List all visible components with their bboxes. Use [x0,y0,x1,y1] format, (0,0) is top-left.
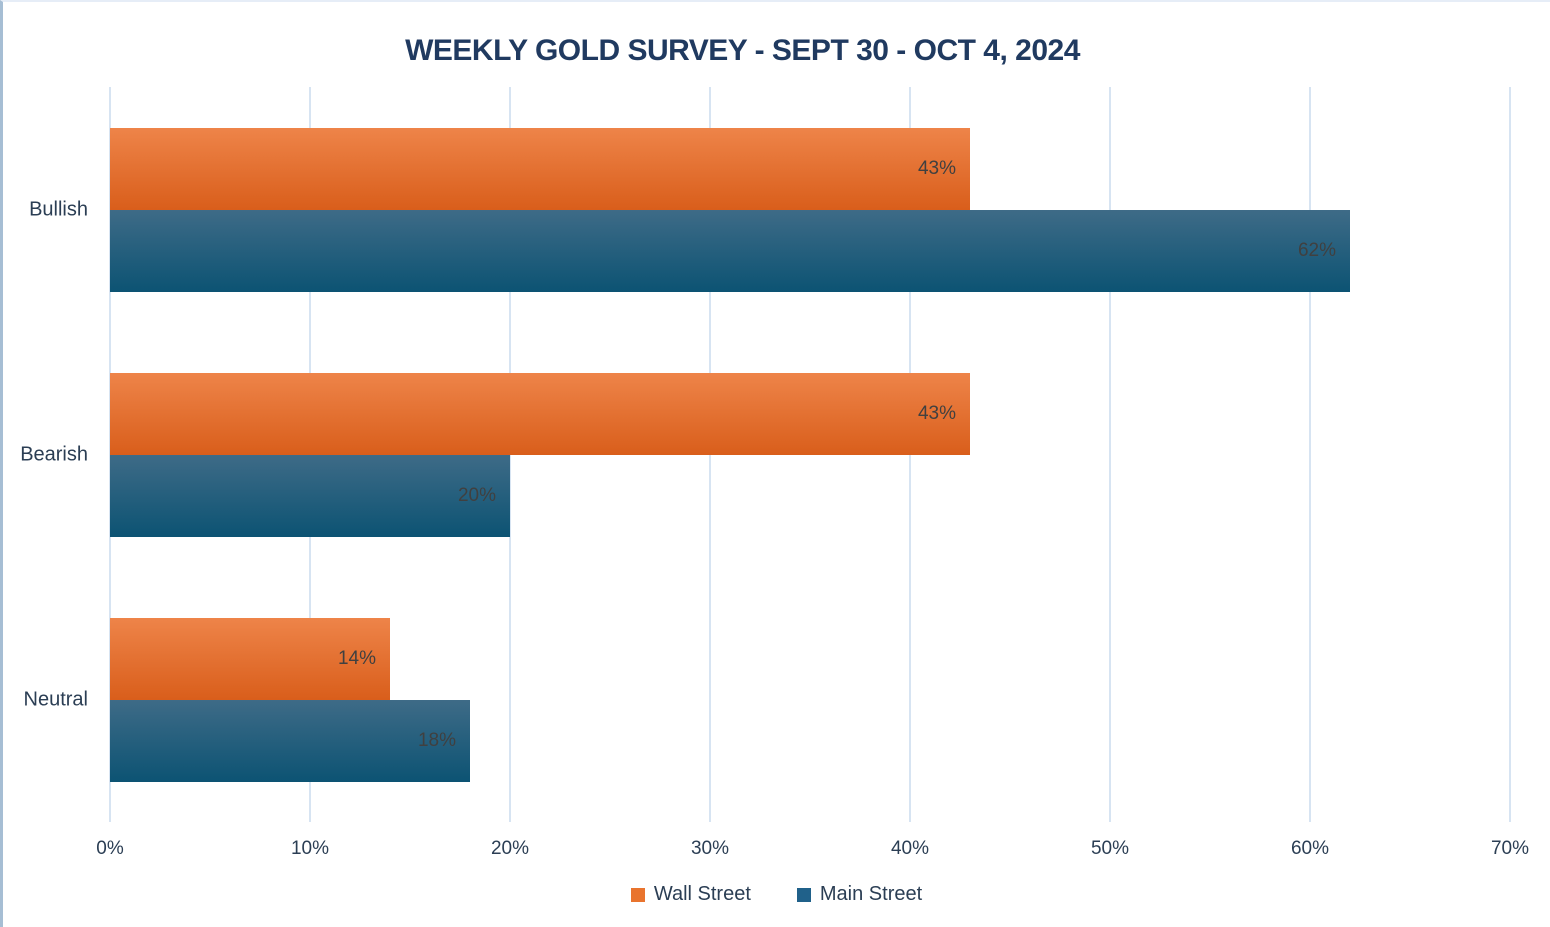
legend-item-main-street: Main Street [796,883,923,906]
chart-title: WEEKLY GOLD SURVEY - SEPT 30 - OCT 4, 20… [405,34,1080,67]
bar-wall-street-bearish: 43% [110,373,970,455]
bar-main-street-bearish: 20% [110,455,510,537]
x-tick-label-60: 60% [1290,838,1330,859]
bar-main-street-neutral: 18% [110,700,470,782]
bar-value-label: 43% [917,403,956,424]
legend-label: Main Street [819,883,923,905]
bar-wall-street-neutral: 14% [110,618,390,700]
x-tick-label-0: 0% [96,838,124,859]
legend: Wall Street Main Street [3,883,1550,906]
legend-swatch-main-street [796,887,811,902]
x-tick-label-20: 20% [490,838,530,859]
x-tick-label-40: 40% [890,838,930,859]
bar-value-label: 62% [1297,240,1336,261]
gridline-60 [1309,87,1311,822]
gridline-50 [1109,87,1111,822]
y-axis-label-neutral: Neutral [23,688,88,711]
y-axis-label-bearish: Bearish [20,443,88,466]
bar-value-label: 18% [417,730,456,751]
x-tick-label-30: 30% [690,838,730,859]
y-axis-label-bullish: Bullish [29,198,88,221]
bar-value-label: 20% [457,485,496,506]
bar-wall-street-bullish: 43% [110,128,970,210]
plot-area: 0% 10% 20% 30% 40% 50% 60% 70% Bullish Bearish Neu… [3,2,1550,927]
gridline-70 [1509,87,1511,822]
x-tick-label-50: 50% [1090,838,1130,859]
legend-swatch-wall-street [630,887,645,902]
x-tick-label-70: 70% [1490,838,1530,859]
bar-main-street-bullish: 62% [110,210,1350,292]
x-tick-label-10: 10% [290,838,330,859]
legend-label: Wall Street [653,883,751,905]
bar-value-label: 43% [917,158,956,179]
bar-value-label: 14% [337,648,376,669]
legend-item-wall-street: Wall Street [630,883,751,906]
